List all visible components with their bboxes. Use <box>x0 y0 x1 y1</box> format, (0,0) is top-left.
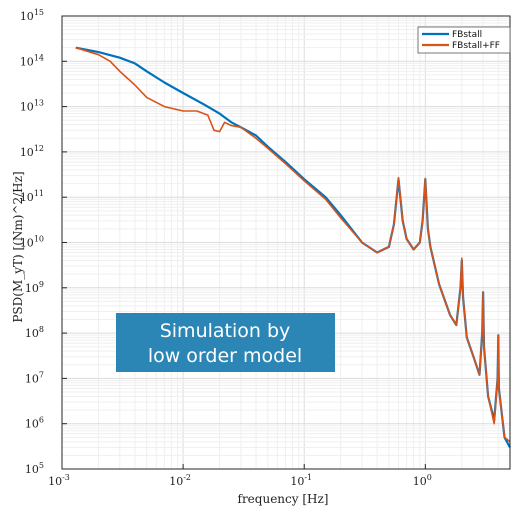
y-tick-exponent: 9 <box>39 280 44 289</box>
series-line-fbstall-ff <box>75 46 511 443</box>
y-tick-exponent: 5 <box>39 461 44 470</box>
y-tick-exponent: 7 <box>39 370 44 379</box>
x-tick-exponent: -2 <box>183 473 191 482</box>
y-tick-exponent: 11 <box>34 189 44 198</box>
annotation-line-2: low order model <box>148 345 302 367</box>
y-tick-exponent: 15 <box>34 8 44 17</box>
y-tick-exponent: 12 <box>34 144 44 153</box>
y-tick-exponent: 13 <box>34 99 44 108</box>
y-tick-exponent: 14 <box>34 53 44 62</box>
legend-label-fbstall: FBstall <box>452 30 482 40</box>
legend: FBstall FBstall+FF <box>417 26 511 54</box>
y-tick-exponent: 6 <box>39 416 44 425</box>
legend-label-fbstall-ff: FBstall+FF <box>452 41 500 51</box>
series-lines <box>75 46 511 448</box>
simulation-annotation: Simulation by low order model <box>116 313 335 372</box>
x-axis-label: frequency [Hz] <box>238 492 329 506</box>
y-axis-label: PSD(M_yT) [(Nm)^2/Hz] <box>11 171 25 322</box>
y-tick-exponent: 8 <box>39 325 44 334</box>
x-tick-exponent: -1 <box>304 473 312 482</box>
annotation-line-1: Simulation by <box>160 320 291 342</box>
x-tick-exponent: 0 <box>427 473 432 482</box>
x-tick-exponent: -3 <box>62 473 70 482</box>
annotation-box <box>116 313 335 372</box>
legend-box <box>417 26 511 54</box>
y-tick-exponent: 10 <box>34 235 44 244</box>
